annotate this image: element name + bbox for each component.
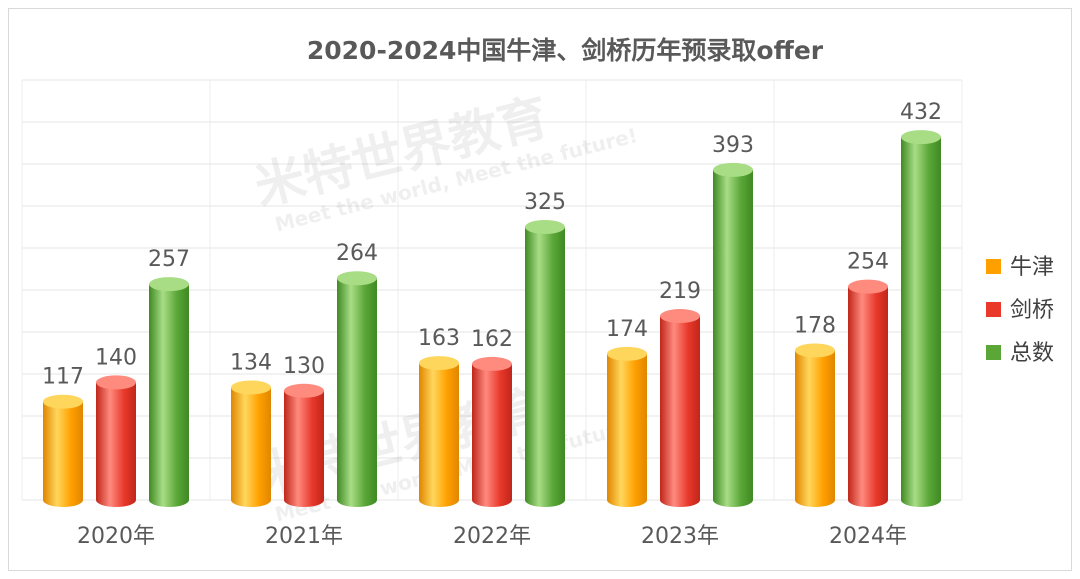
bar-top-cap (795, 343, 835, 358)
bar (284, 383, 324, 507)
category-label: 2022年 (453, 524, 531, 549)
data-label: 432 (900, 100, 942, 125)
bar (795, 343, 835, 507)
legend-item: 牛津 (986, 255, 1054, 280)
bar-top-cap (525, 220, 565, 234)
bar (337, 271, 377, 507)
bar-body (795, 350, 835, 507)
bar (419, 356, 459, 507)
bar-body (231, 387, 271, 507)
bar (149, 277, 189, 507)
bar-top-cap (901, 130, 941, 145)
data-label: 130 (283, 354, 325, 379)
data-label: 325 (524, 190, 566, 215)
data-label: 174 (606, 317, 648, 342)
data-label: 257 (148, 247, 190, 272)
bar (848, 279, 888, 507)
bar (231, 380, 271, 507)
bar-top-cap (713, 162, 753, 177)
bar (901, 130, 941, 507)
legend-item: 剑桥 (986, 298, 1054, 323)
legend-label: 总数 (1010, 341, 1054, 366)
bar-top-cap (660, 309, 700, 324)
bar-top-cap (284, 383, 324, 398)
legend-swatch (986, 345, 1001, 360)
bar-body (419, 363, 459, 507)
data-labels-group: 117 140 257 134 130 264 163 162 325 174 219 393 178 2… (42, 100, 942, 390)
bar-body (713, 169, 753, 507)
category-label: 2020年 (77, 524, 155, 549)
bar-body (43, 401, 83, 507)
bar-top-cap (419, 356, 459, 371)
bar-body (472, 363, 512, 507)
bar-body (901, 137, 941, 507)
bar-top-cap (149, 277, 189, 292)
data-label: 162 (471, 327, 513, 352)
bar (660, 309, 700, 507)
bar-body (660, 316, 700, 507)
category-label: 2024年 (829, 524, 907, 549)
bar (472, 356, 512, 507)
bar (96, 375, 136, 507)
category-label: 2021年 (265, 524, 343, 549)
legend-label: 牛津 (1010, 255, 1054, 280)
legend-swatch (986, 259, 1001, 274)
bars-group (43, 130, 941, 507)
bar-body (848, 286, 888, 507)
bar-body (607, 353, 647, 507)
legend-swatch (986, 302, 1001, 317)
bar-top-cap (848, 279, 888, 294)
bar-top-cap (231, 380, 271, 395)
bar-body (149, 284, 189, 507)
legend-label: 剑桥 (1010, 298, 1054, 323)
bar-body (284, 390, 324, 507)
category-label: 2023年 (641, 524, 719, 549)
bar (607, 346, 647, 507)
category-labels-group: 2020年 2021年 2022年 2023年 2024年 (77, 524, 907, 549)
bar-body (525, 227, 565, 507)
bar-top-cap (472, 356, 512, 371)
legend-item: 总数 (986, 341, 1054, 366)
data-label: 140 (95, 345, 137, 370)
data-label: 117 (42, 365, 84, 390)
bar (713, 162, 753, 507)
data-label: 393 (712, 133, 754, 158)
bar-top-cap (43, 394, 83, 409)
bar-top-cap (607, 346, 647, 361)
bar-body (337, 278, 377, 507)
data-label: 254 (847, 250, 889, 275)
data-label: 264 (336, 241, 378, 266)
data-label: 178 (794, 313, 836, 338)
bar (525, 220, 565, 507)
bar-top-cap (96, 375, 136, 390)
bar (43, 394, 83, 507)
chart-title: 2020-2024中国牛津、剑桥历年预录取offer (307, 36, 824, 65)
bar-body (96, 382, 136, 507)
bar-top-cap (337, 271, 377, 286)
data-label: 134 (230, 350, 272, 375)
data-label: 219 (659, 279, 701, 304)
data-label: 163 (418, 326, 460, 351)
